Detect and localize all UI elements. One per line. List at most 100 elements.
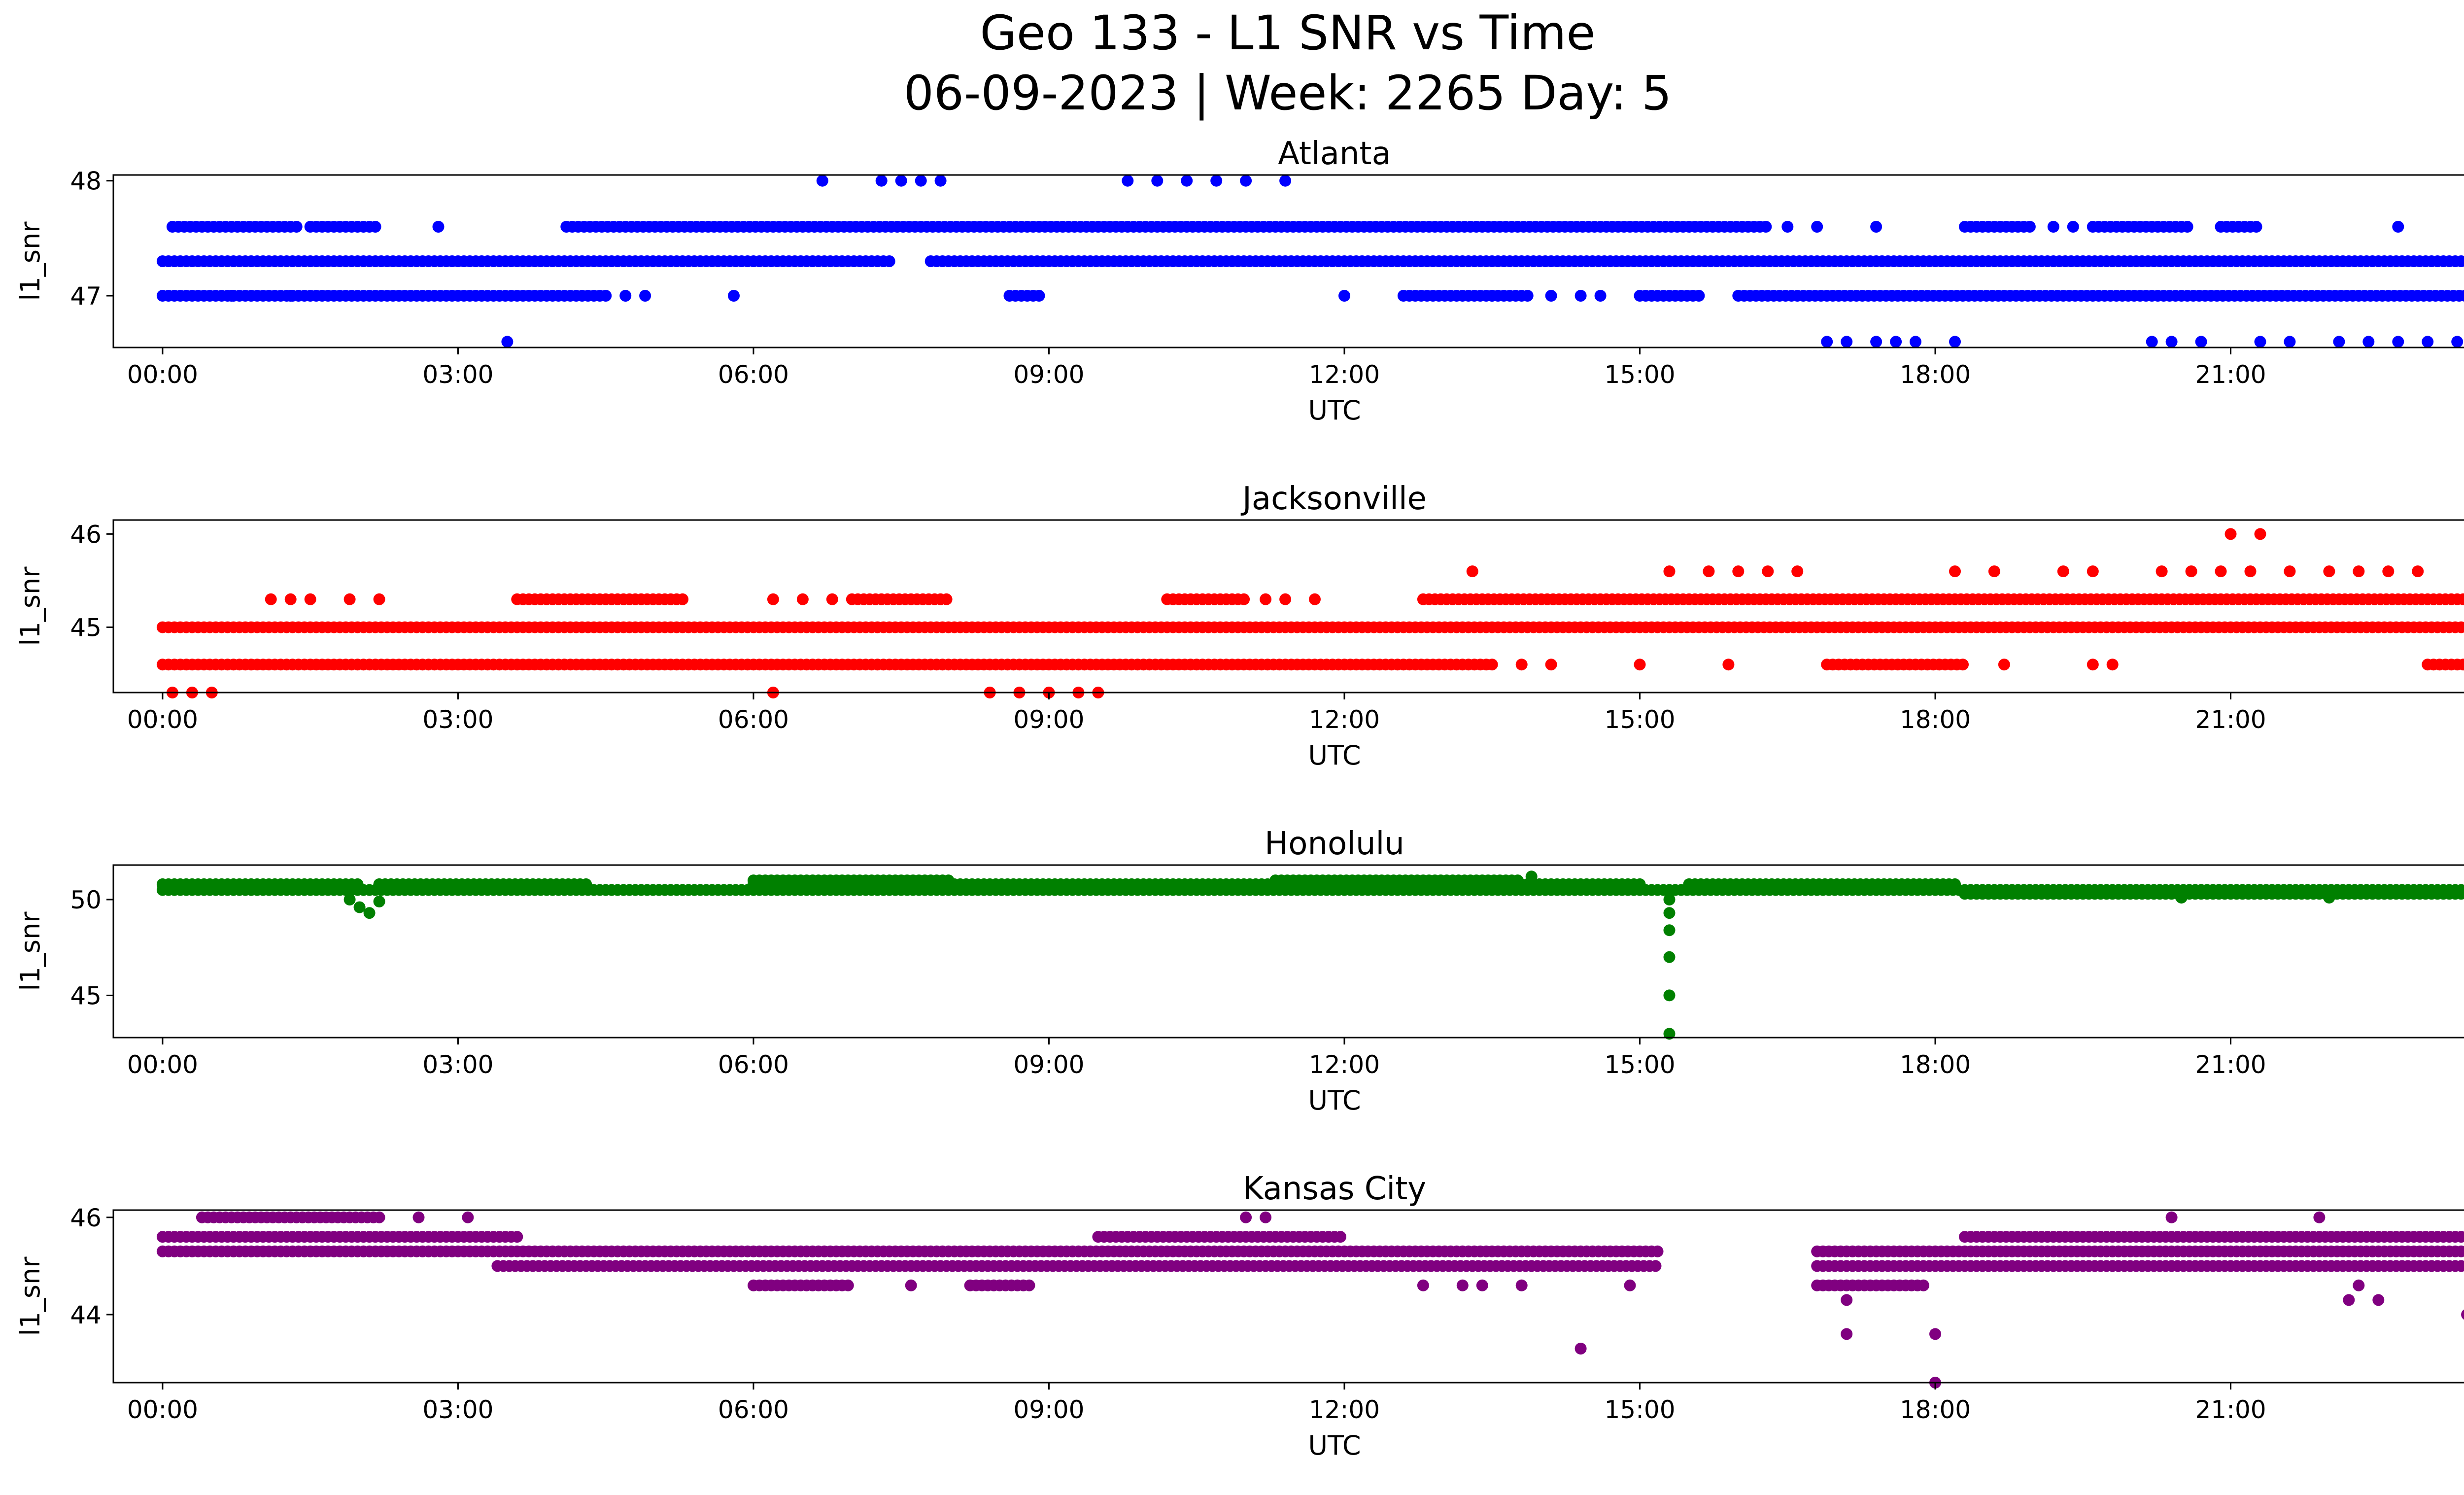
data-point <box>1841 1328 1853 1340</box>
data-point <box>1466 565 1478 578</box>
data-point <box>1949 565 1961 578</box>
data-point <box>934 174 947 187</box>
data-point <box>1279 174 1292 187</box>
data-point <box>1917 1279 1929 1291</box>
x-tick-label: 00:00 <box>127 1050 198 1079</box>
x-tick-label: 21:00 <box>2195 1050 2266 1079</box>
data-point <box>1762 565 1774 578</box>
data-point <box>412 1211 425 1223</box>
y-axis: 47 48 l1_snr <box>15 167 113 311</box>
data-points <box>156 870 2464 1040</box>
data-point <box>2313 1211 2326 1223</box>
data-point <box>2057 565 2069 578</box>
data-point <box>1649 1260 1662 1272</box>
data-point <box>1624 1279 1636 1291</box>
data-point <box>2412 565 2424 578</box>
y-axis: 45 50 l1_snr <box>15 886 113 1010</box>
data-point <box>1279 593 1292 605</box>
x-tick-label: 00:00 <box>127 360 198 389</box>
data-point <box>2333 336 2345 348</box>
data-point <box>1957 659 1969 671</box>
subplots: Atlanta 00:00 03:00 06:00 09:00 12:00 15:00 18:… <box>15 136 2464 1461</box>
data-point <box>1260 1211 1272 1223</box>
x-tick-label: 21:00 <box>2195 360 2266 389</box>
data-point <box>2254 336 2266 348</box>
data-point <box>462 1211 474 1223</box>
x-axis: 00:00 03:00 06:00 09:00 12:00 15:00 18:00 21:00… <box>127 1383 2266 1461</box>
data-point <box>2047 221 2059 233</box>
data-point <box>343 894 356 905</box>
x-tick-label: 12:00 <box>1309 705 1380 734</box>
data-point <box>2392 336 2404 348</box>
x-tick-label: 12:00 <box>1309 1050 1380 1079</box>
data-point <box>826 593 838 605</box>
data-point <box>373 593 385 605</box>
data-point <box>1023 1279 1035 1291</box>
figure-title-line1: Geo 133 - L1 SNR vs Time <box>980 5 1596 61</box>
data-point <box>2023 221 2036 233</box>
data-point <box>2284 336 2296 348</box>
data-point <box>1594 290 1607 302</box>
subplot-kansas-city: Kansas City 00:00 03:00 06:00 09:00 12:00 15:0… <box>15 1171 2464 1461</box>
x-tick-label: 15:00 <box>1604 1395 1675 1424</box>
data-point <box>2455 255 2464 267</box>
data-point <box>511 1231 523 1243</box>
data-point <box>304 593 316 605</box>
x-tick-label: 18:00 <box>1900 360 1971 389</box>
data-point <box>1703 565 1715 578</box>
x-tick-label: 09:00 <box>1013 1050 1084 1079</box>
data-point <box>1574 290 1587 302</box>
data-point <box>2461 888 2464 899</box>
data-point <box>1663 565 1676 578</box>
x-axis-label: UTC <box>1308 1085 1361 1116</box>
x-tick-label: 06:00 <box>718 1395 789 1424</box>
y-tick-label: 50 <box>70 886 102 914</box>
data-point <box>1988 565 2000 578</box>
data-point <box>2461 1261 2464 1271</box>
data-point <box>2459 290 2464 302</box>
plot-frame <box>112 174 2464 348</box>
data-point <box>2087 565 2099 578</box>
x-tick-label: 09:00 <box>1013 360 1084 389</box>
data-point <box>373 1211 385 1223</box>
plot-frame <box>112 1209 2464 1384</box>
y-axis-label: l1_snr <box>15 1256 46 1336</box>
data-point <box>225 290 238 302</box>
subplot-title: Kansas City <box>1243 1171 1426 1207</box>
data-point <box>1515 1279 1528 1291</box>
data-point <box>2461 256 2464 267</box>
x-tick-label: 12:00 <box>1309 1395 1380 1424</box>
subplot-title: Atlanta <box>1278 136 1391 172</box>
data-point <box>1240 1211 1252 1223</box>
data-point <box>2165 1211 2178 1223</box>
data-point <box>2461 622 2464 632</box>
data-point <box>1841 1294 1853 1306</box>
subplot-title: Honolulu <box>1265 826 1404 862</box>
data-point <box>1949 336 1961 348</box>
data-points <box>156 1211 2464 1389</box>
data-point <box>2457 593 2464 605</box>
data-point <box>1545 290 1557 302</box>
data-point <box>1693 290 1705 302</box>
y-tick-label: 46 <box>70 520 102 549</box>
x-axis: 00:00 03:00 06:00 09:00 12:00 15:00 18:00 21:00… <box>127 693 2266 771</box>
subplot-honolulu: Honolulu 00:00 03:00 06:00 09:00 12:00 15:00 18… <box>15 826 2464 1116</box>
data-point <box>2185 565 2197 578</box>
x-tick-label: 12:00 <box>1309 360 1380 389</box>
data-point <box>1890 336 1902 348</box>
x-axis-label: UTC <box>1308 740 1361 771</box>
data-point <box>2165 336 2178 348</box>
data-point <box>1210 174 1223 187</box>
y-tick-label: 48 <box>70 167 102 196</box>
data-point <box>2067 221 2079 233</box>
data-point <box>2461 1309 2464 1320</box>
data-point <box>2224 528 2237 540</box>
data-point <box>796 593 809 605</box>
y-axis-label: l1_snr <box>15 566 46 646</box>
data-point <box>1781 221 1794 233</box>
data-point <box>1634 659 1646 671</box>
plot-frame <box>112 519 2464 694</box>
data-point <box>1238 593 1250 605</box>
data-point <box>1260 593 1272 605</box>
data-point <box>2392 221 2404 233</box>
